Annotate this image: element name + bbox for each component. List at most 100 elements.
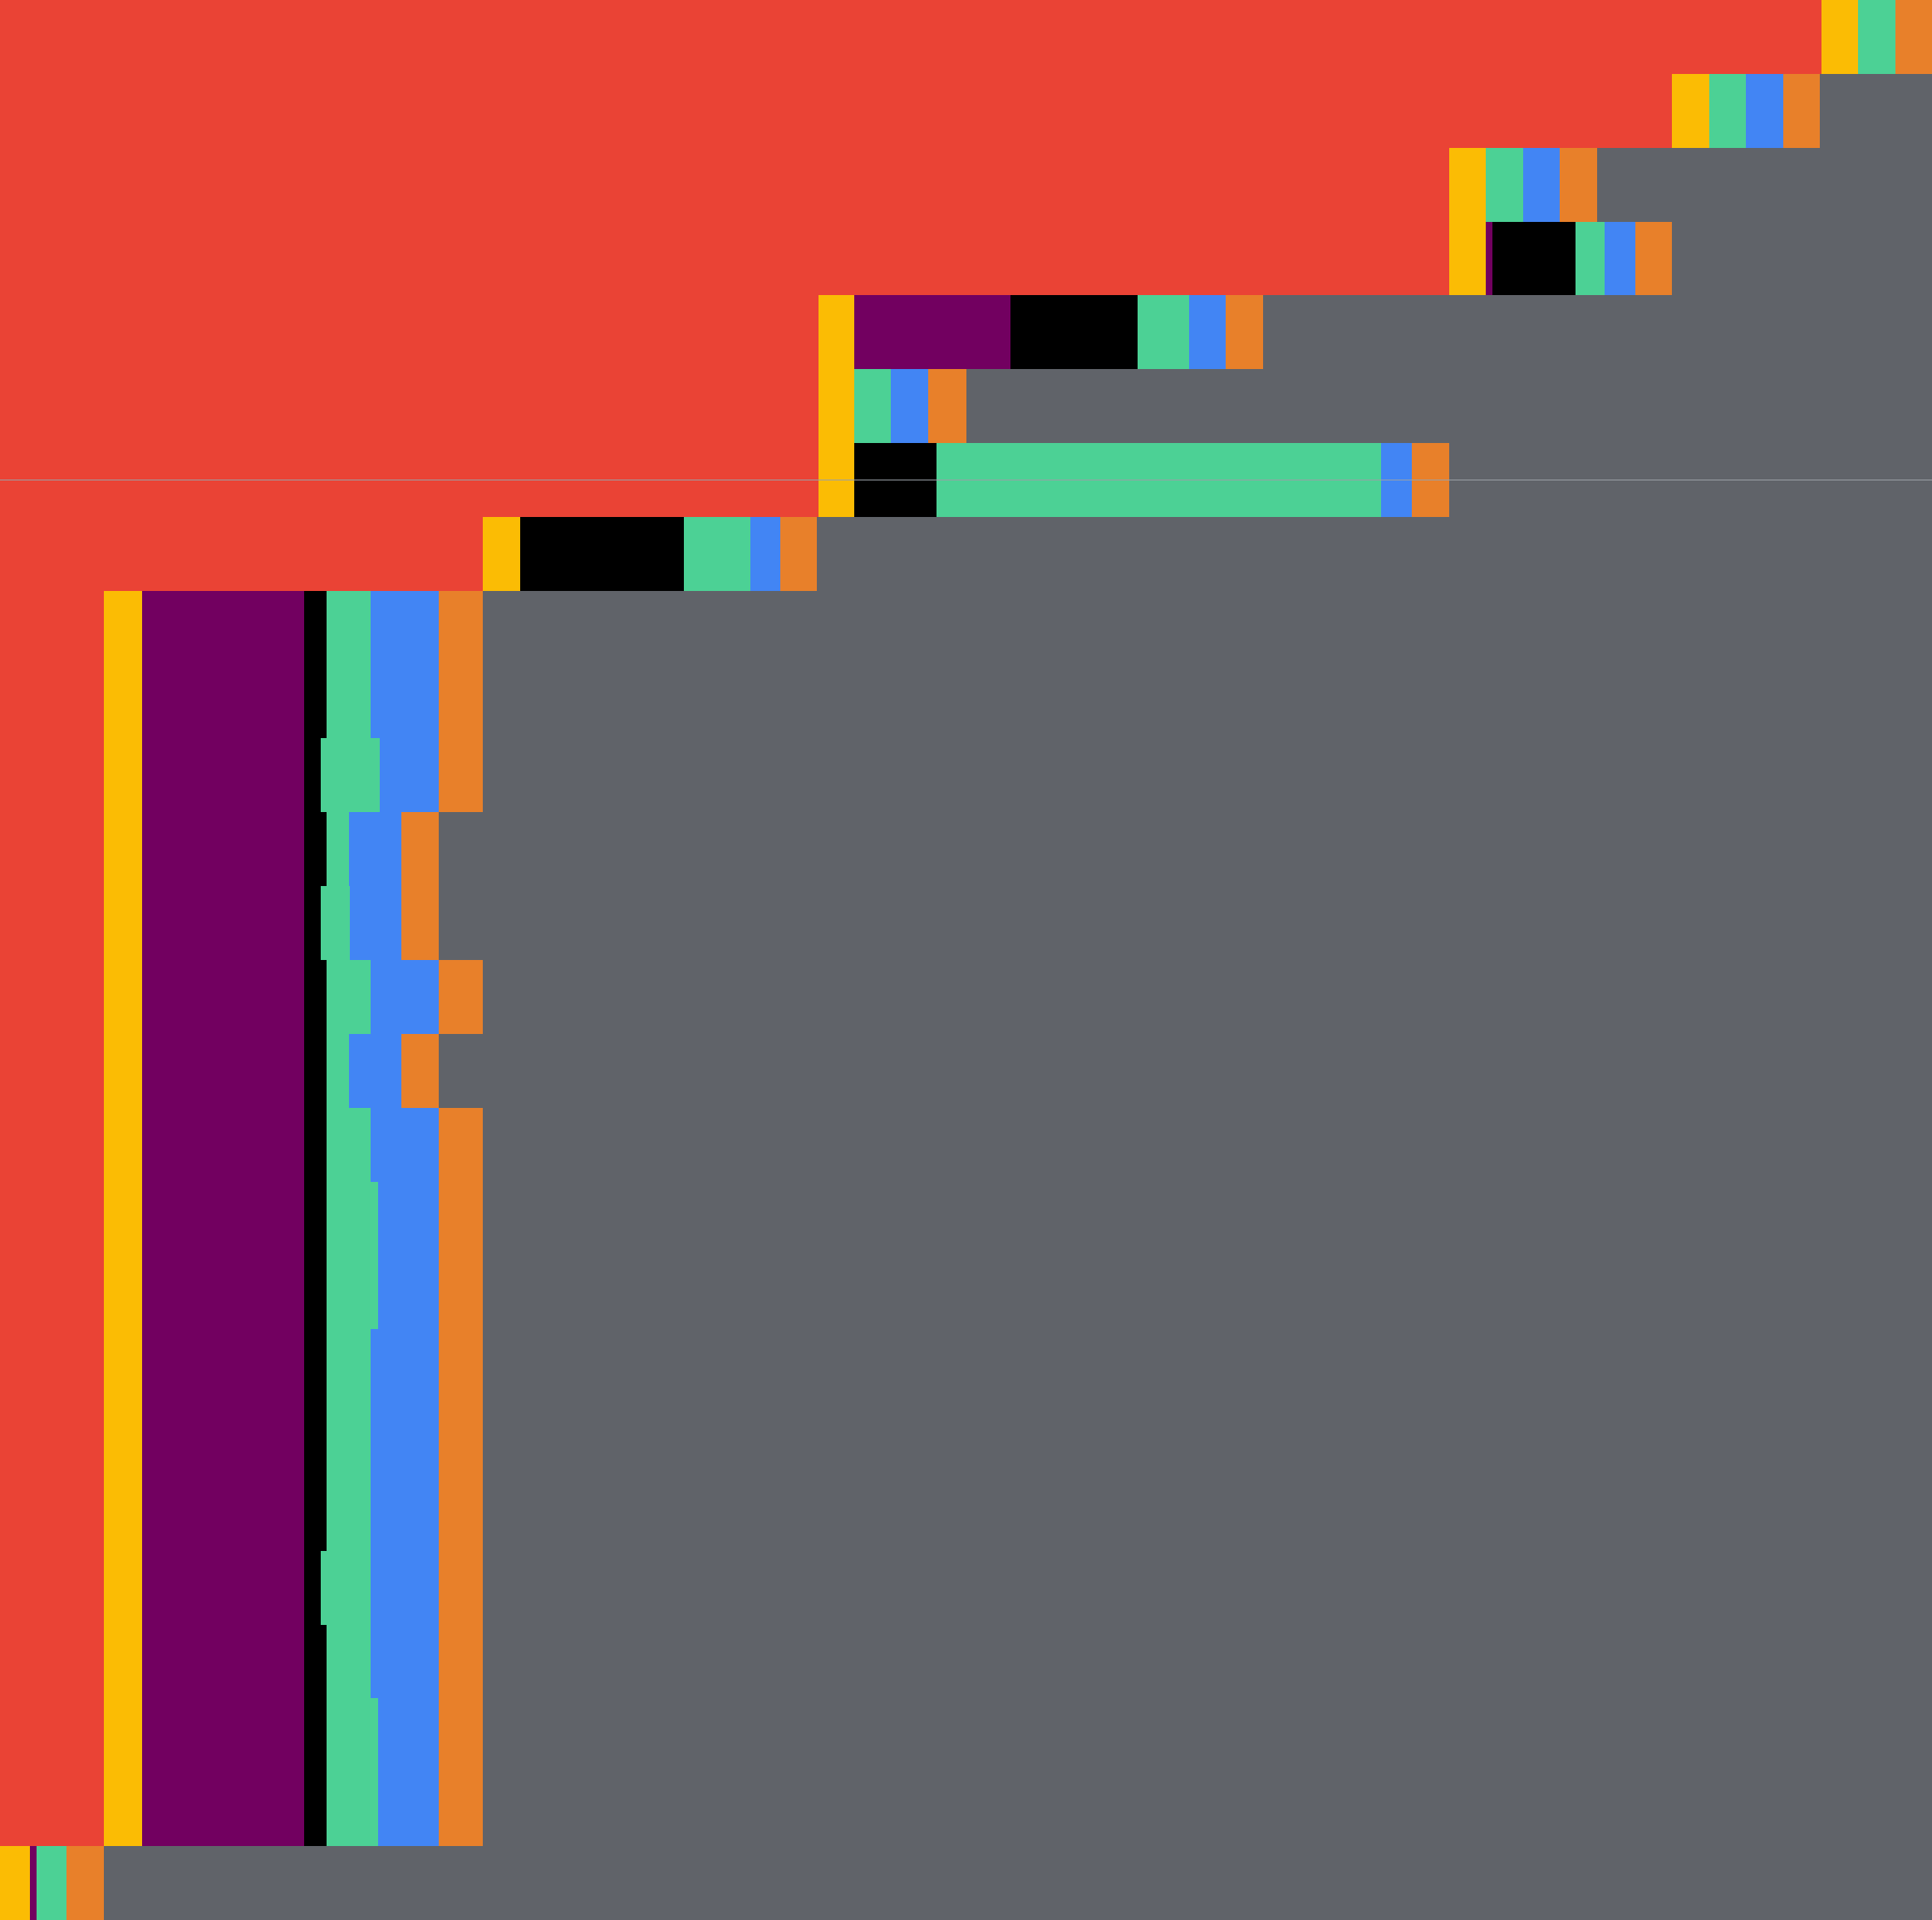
bar-row (0, 1329, 1932, 1403)
red-segment (0, 1329, 104, 1403)
blue-segment (1605, 222, 1635, 295)
black-segment (304, 1477, 327, 1551)
black-segment (304, 1772, 327, 1846)
blue-segment (371, 1329, 439, 1403)
red-segment (0, 0, 1821, 74)
green-segment (327, 812, 349, 886)
orange-segment (401, 1034, 439, 1108)
green-segment (327, 1329, 371, 1403)
bar-row (0, 148, 1932, 222)
red-segment (0, 1403, 104, 1477)
green-segment (327, 665, 371, 738)
bar-row (0, 1477, 1932, 1551)
orange-segment (1895, 0, 1932, 74)
blue-segment (1746, 74, 1783, 148)
red-segment (0, 517, 483, 591)
blue-segment (380, 738, 439, 812)
purple-segment (142, 1329, 304, 1403)
yellow-segment (104, 1477, 142, 1551)
orange-segment (439, 738, 483, 812)
green-segment (1709, 74, 1746, 148)
black-segment (1492, 222, 1576, 295)
red-segment (0, 295, 819, 369)
purple-segment (30, 1846, 37, 1920)
bar-row (0, 1034, 1932, 1108)
black-segment (304, 1698, 327, 1772)
yellow-segment (483, 517, 520, 591)
blue-segment (349, 812, 401, 886)
orange-segment (439, 1477, 483, 1551)
red-segment (0, 1255, 104, 1329)
black-segment (304, 960, 327, 1034)
green-segment (854, 369, 891, 443)
bar-row (0, 960, 1932, 1034)
orange-segment (439, 1551, 483, 1625)
blue-segment (378, 1772, 439, 1846)
purple-segment (854, 295, 1010, 369)
green-segment (321, 1551, 371, 1625)
red-segment (0, 1625, 104, 1698)
red-segment (0, 591, 104, 665)
green-segment (327, 1108, 371, 1182)
purple-segment (142, 1698, 304, 1772)
purple-segment (142, 1625, 304, 1698)
green-segment (1858, 0, 1895, 74)
orange-segment (928, 369, 966, 443)
blue-segment (378, 1255, 439, 1329)
red-segment (0, 1034, 104, 1108)
black-segment (304, 738, 321, 812)
yellow-segment (819, 295, 854, 369)
orange-segment (1783, 74, 1820, 148)
orange-segment (439, 1772, 483, 1846)
bar-row (0, 369, 1932, 443)
green-segment (1138, 295, 1189, 369)
bar-row (0, 1403, 1932, 1477)
purple-segment (142, 665, 304, 738)
bar-row (0, 665, 1932, 738)
green-segment (327, 1625, 371, 1698)
black-segment (304, 1329, 327, 1403)
blue-segment (1523, 148, 1560, 222)
bar-row (0, 738, 1932, 812)
purple-segment (142, 738, 304, 812)
yellow-segment (1449, 148, 1486, 222)
yellow-segment (1821, 0, 1858, 74)
black-segment (304, 591, 327, 665)
red-segment (0, 738, 104, 812)
yellow-segment (0, 1846, 30, 1920)
yellow-segment (104, 1625, 142, 1698)
green-segment (327, 1034, 349, 1108)
green-segment (321, 738, 380, 812)
yellow-segment (1449, 222, 1486, 295)
black-segment (304, 1108, 327, 1182)
orange-segment (401, 886, 439, 960)
orange-segment (439, 1698, 483, 1772)
bar-row (0, 1255, 1932, 1329)
bar-row (0, 1182, 1932, 1255)
green-segment (321, 886, 350, 960)
yellow-segment (104, 1034, 142, 1108)
bar-row (0, 1108, 1932, 1182)
blue-segment (891, 369, 928, 443)
yellow-segment (104, 1772, 142, 1846)
orange-segment (1226, 295, 1263, 369)
yellow-segment (104, 1329, 142, 1403)
purple-segment (142, 886, 304, 960)
black-segment (1010, 295, 1138, 369)
green-segment (1576, 222, 1605, 295)
green-segment (327, 960, 371, 1034)
yellow-segment (104, 886, 142, 960)
orange-segment (439, 1182, 483, 1255)
bar-row (0, 1772, 1932, 1846)
bar-row (0, 74, 1932, 148)
orange-segment (66, 1846, 104, 1920)
red-segment (0, 886, 104, 960)
black-segment (304, 812, 327, 886)
bar-row (0, 1698, 1932, 1772)
blue-segment (371, 960, 439, 1034)
purple-segment (142, 591, 304, 665)
orange-segment (1560, 148, 1597, 222)
purple-segment (142, 1108, 304, 1182)
green-segment (684, 517, 750, 591)
